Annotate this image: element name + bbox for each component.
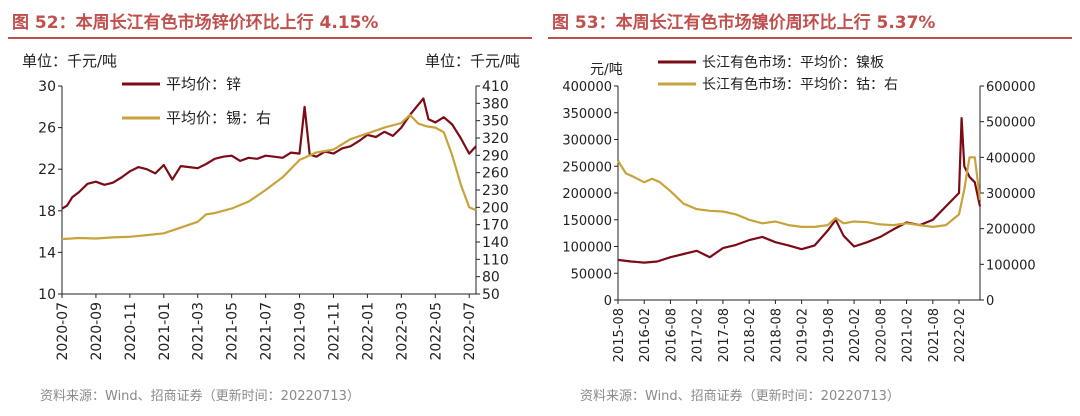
y2-tick-label: 260 [482, 166, 509, 182]
x-tick-label: 2021-03 [191, 302, 207, 361]
series-line [617, 156, 982, 228]
x-tick-label: 2021-01 [157, 302, 173, 361]
y2-tick-label: 350 [482, 114, 509, 130]
source-note: 资料来源：Wind、招商证券（更新时间：20220713） [40, 389, 360, 404]
legend-label: 平均价：锌 [166, 75, 241, 93]
series-line [61, 113, 477, 241]
y-tick-label: 18 [38, 204, 56, 220]
y2-tick-label: 110 [482, 252, 509, 268]
y-tick-label: 22 [38, 162, 56, 178]
y2-tick-label: 0 [986, 294, 994, 309]
x-tick-label: 2018-02 [743, 308, 758, 362]
right-axis-unit: 单位：千元/吨 [425, 52, 520, 70]
x-tick-label: 2019-02 [796, 308, 811, 362]
x-tick-label: 2020-08 [874, 308, 889, 362]
y2-tick-label: 290 [482, 148, 509, 164]
y2-tick-label: 50 [482, 287, 500, 303]
x-tick-label: 2020-11 [123, 302, 139, 361]
y-tick-label: 250000 [562, 160, 612, 175]
y-tick-label: 26 [38, 121, 56, 137]
y-tick-label: 14 [38, 245, 56, 261]
left-axis-unit: 单位：千元/吨 [22, 52, 117, 70]
y-tick-label: 10 [38, 287, 56, 303]
y-tick-label: 200000 [562, 187, 612, 202]
x-tick-label: 2017-08 [717, 308, 732, 362]
x-tick-label: 2015-08 [612, 308, 627, 362]
x-tick-label: 2021-08 [927, 308, 942, 362]
y2-tick-label: 140 [482, 235, 509, 251]
y2-tick-label: 230 [482, 183, 509, 199]
y-tick-label: 30 [38, 79, 56, 95]
x-tick-label: 2021-11 [326, 302, 342, 361]
nickel-chart: 元/吨 400000 350000 300000 250000 200000 150000 1… [562, 54, 1036, 362]
x-tick-label: 2021-07 [259, 302, 275, 361]
series-line [617, 116, 982, 264]
y-tick-label: 50000 [571, 267, 612, 282]
y2-tick-label: 200 [482, 200, 509, 216]
zinc-chart-panel: 图 52：本周长江有色市场锌价环比上行 4.15% 单位：千元/吨 单位：千元/吨… [8, 13, 532, 404]
x-tick-label: 2017-02 [691, 308, 706, 362]
x-tick-label: 2022-02 [953, 308, 968, 362]
y-tick-label: 100000 [562, 241, 612, 256]
x-tick-label: 2016-02 [638, 308, 653, 362]
x-tick-label: 2020-09 [89, 302, 105, 361]
y-tick-label: 400000 [562, 80, 612, 95]
y2-tick-label: 600000 [986, 80, 1036, 95]
x-tick-label: 2020-07 [55, 302, 71, 361]
legend-label: 长江有色市场：平均价：镍板 [702, 54, 884, 71]
x-tick-label: 2021-09 [293, 302, 309, 361]
y-tick-label: 0 [604, 294, 612, 309]
legend-label: 长江有色市场：平均价：钴：右 [702, 76, 898, 93]
y2-tick-label: 400000 [986, 151, 1036, 166]
x-tick-label: 2022-01 [360, 302, 376, 361]
x-tick-label: 2020-02 [848, 308, 863, 362]
y2-tick-label: 170 [482, 218, 509, 234]
series-line [61, 97, 477, 210]
y-tick-label: 300000 [562, 134, 612, 149]
y2-tick-label: 500000 [986, 116, 1036, 131]
title-rule [8, 37, 532, 39]
y2-tick-label: 80 [482, 270, 500, 286]
y-tick-label: 350000 [562, 107, 612, 122]
x-tick-label: 2016-08 [664, 308, 679, 362]
x-tick-label: 2021-05 [225, 302, 241, 361]
y2-tick-label: 410 [482, 79, 509, 95]
legend-label: 平均价：锡：右 [166, 109, 271, 127]
chart-title: 图 52：本周长江有色市场锌价环比上行 4.15% [12, 13, 379, 33]
y2-tick-label: 300000 [986, 187, 1036, 202]
y2-tick-label: 380 [482, 96, 509, 112]
y-tick-label: 150000 [562, 214, 612, 229]
chart-title: 图 53：本周长江有色市场镍价周环比上行 5.37% [552, 13, 936, 33]
x-tick-label: 2022-07 [462, 302, 478, 361]
x-tick-label: 2022-03 [394, 302, 410, 361]
x-tick-label: 2021-02 [901, 308, 916, 362]
x-tick-label: 2022-05 [428, 302, 444, 361]
left-axis-unit: 元/吨 [590, 62, 623, 78]
y2-tick-label: 320 [482, 131, 509, 147]
nickel-chart-panel: 图 53：本周长江有色市场镍价周环比上行 5.37% 元/吨 400000 3500… [540, 0, 1080, 416]
x-tick-label: 2019-08 [822, 308, 837, 362]
title-rule [548, 37, 1072, 39]
x-tick-label: 2018-08 [769, 308, 784, 362]
y2-tick-label: 100000 [986, 258, 1036, 273]
source-note: 资料来源：Wind、招商证券（更新时间：20220713） [580, 389, 900, 404]
y2-tick-label: 200000 [986, 223, 1036, 238]
